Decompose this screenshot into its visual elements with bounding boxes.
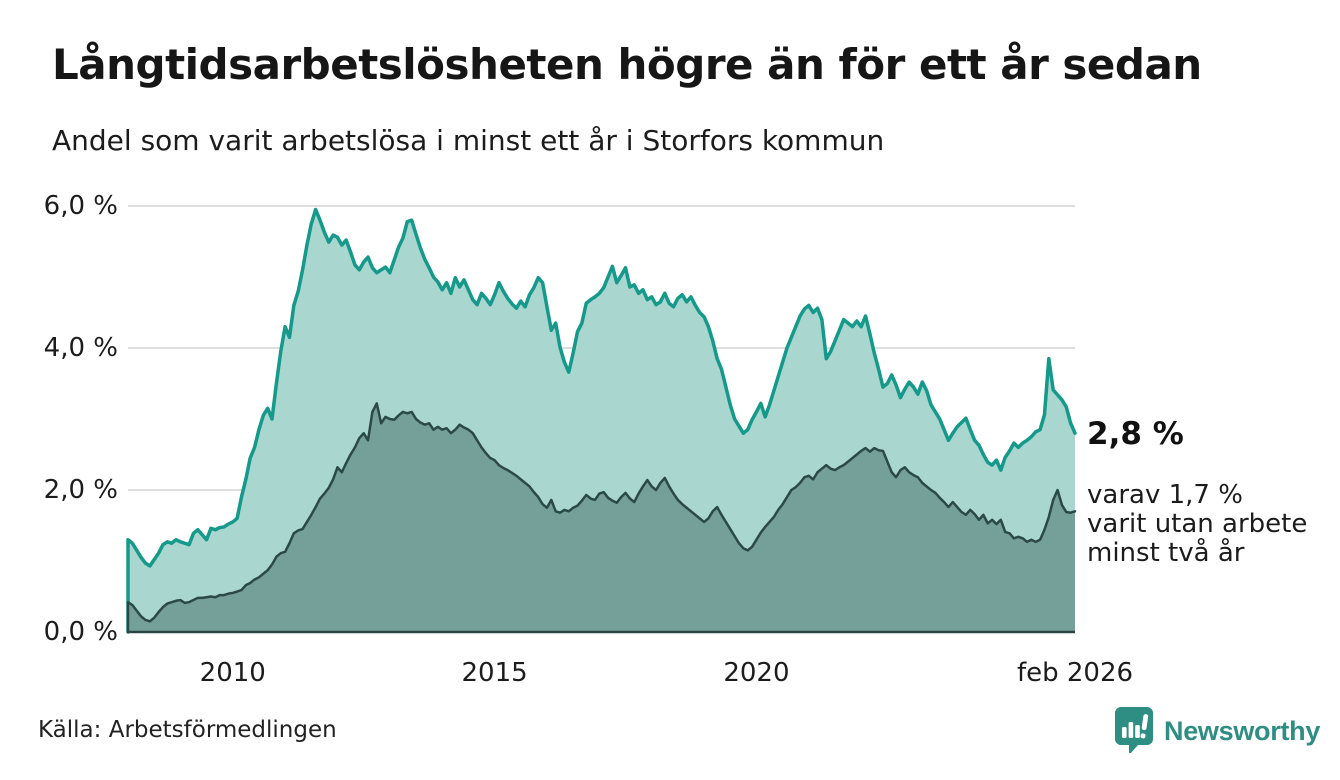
y-tick-label: 4,0 % — [43, 333, 118, 363]
source-note: Källa: Arbetsförmedlingen — [38, 717, 337, 743]
two-year-annotation: varav 1,7 % varit utan arbete minst två … — [1087, 481, 1307, 568]
annotation-line: varit utan arbete — [1087, 509, 1308, 539]
x-tick-label: 2020 — [723, 658, 790, 688]
chart-svg — [126, 205, 1077, 634]
annotation-line: varav 1,7 % — [1087, 480, 1243, 510]
chart-plot-area — [126, 200, 1077, 640]
latest-value-annotation: 2,8 % — [1087, 416, 1184, 452]
annotation-line: minst två år — [1087, 538, 1245, 568]
newsworthy-chart-bubble-icon — [1115, 707, 1153, 753]
brand-name: Newsworthy — [1164, 715, 1321, 746]
x-tick-label: 2015 — [461, 658, 528, 688]
x-tick-label: 2010 — [199, 658, 266, 688]
y-tick-label: 6,0 % — [43, 191, 118, 221]
area-line-series-2 — [126, 402, 1077, 634]
x-tick-label: feb 2026 — [1016, 658, 1134, 688]
area-line-series-1 — [126, 207, 1077, 634]
y-tick-label: 0,0 % — [43, 617, 118, 647]
area-fill-series-2 — [128, 403, 1075, 632]
y-tick-label: 2,0 % — [43, 475, 118, 505]
page-subtitle: Andel som varit arbetslösa i minst ett å… — [52, 124, 885, 157]
newsworthy-logo: Newsworthy — [1114, 706, 1320, 754]
page-title: Långtidsarbetslösheten högre än för ett … — [52, 40, 1202, 89]
